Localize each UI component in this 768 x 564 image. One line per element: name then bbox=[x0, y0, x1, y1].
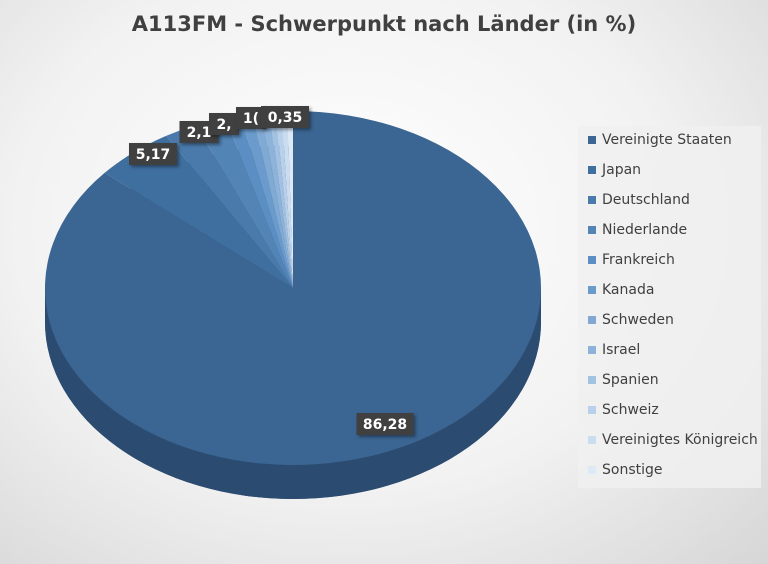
data-label-text: 2, bbox=[216, 117, 231, 133]
data-label-11: 0,35 bbox=[261, 106, 309, 128]
legend-swatch bbox=[588, 376, 596, 384]
chart-title: A113FM - Schwerpunkt nach Länder (in %) bbox=[131, 12, 637, 36]
legend-label: Schweiz bbox=[602, 402, 659, 418]
pie-slice-3 bbox=[195, 117, 293, 288]
data-label-text: 2,1 bbox=[187, 125, 212, 141]
data-label-text: 5,17 bbox=[136, 147, 171, 163]
legend-label: Schweden bbox=[602, 312, 674, 328]
legend-swatch bbox=[588, 406, 596, 414]
data-label-1: 5,17 bbox=[129, 143, 177, 165]
data-label-text: 1( bbox=[243, 111, 259, 127]
data-label-text: 86,28 bbox=[363, 417, 407, 433]
legend-item: Schweden bbox=[588, 312, 674, 328]
legend-swatch bbox=[588, 436, 596, 444]
legend-item: Kanada bbox=[588, 282, 654, 298]
legend-item: Vereinigtes Königreich bbox=[588, 432, 758, 448]
legend-item: Schweiz bbox=[588, 402, 659, 418]
legend-item: Vereinigte Staaten bbox=[588, 132, 732, 148]
pie-slice-6 bbox=[252, 112, 293, 288]
legend-item: Israel bbox=[588, 342, 640, 358]
pie-slice-8 bbox=[269, 111, 293, 288]
data-label-2: 2,1 bbox=[179, 121, 219, 143]
legend-label: Japan bbox=[602, 162, 642, 178]
legend-swatch bbox=[588, 196, 596, 204]
pie-slice-0 bbox=[44, 111, 541, 465]
legend-swatch bbox=[588, 346, 596, 354]
legend-label: Vereinigte Staaten bbox=[602, 132, 732, 148]
legend-item: Niederlande bbox=[588, 222, 687, 238]
legend-item: Deutschland bbox=[588, 192, 690, 208]
pie-slice-5 bbox=[240, 113, 293, 288]
pie-slice-2 bbox=[166, 125, 293, 288]
pie-slice-7 bbox=[261, 111, 293, 288]
legend-swatch bbox=[588, 316, 596, 324]
pie-slice-10 bbox=[281, 111, 293, 288]
legend-swatch bbox=[588, 466, 596, 474]
legend-label: Spanien bbox=[602, 372, 659, 388]
pie-slice-4 bbox=[225, 115, 293, 289]
legend-swatch bbox=[588, 226, 596, 234]
legend-label: Niederlande bbox=[602, 222, 688, 238]
legend-label: Sonstige bbox=[602, 462, 663, 478]
legend-swatch bbox=[588, 166, 596, 174]
legend-item: Japan bbox=[588, 162, 641, 178]
data-label-text: 0,35 bbox=[268, 110, 303, 126]
legend-swatch bbox=[588, 286, 596, 294]
legend-swatch bbox=[588, 256, 596, 264]
data-label-3: 2, bbox=[209, 113, 239, 135]
legend-label: Frankreich bbox=[602, 252, 675, 268]
legend-label: Vereinigtes Königreich bbox=[602, 432, 758, 448]
data-label-4: 1( bbox=[236, 107, 266, 129]
data-label-0: 86,28 bbox=[356, 413, 414, 435]
legend-item: Spanien bbox=[588, 372, 659, 388]
pie-slice-1 bbox=[104, 135, 293, 288]
legend-item: Sonstige bbox=[588, 462, 663, 478]
legend-label: Israel bbox=[602, 342, 641, 358]
legend-swatch bbox=[588, 136, 596, 144]
legend-label: Deutschland bbox=[602, 192, 690, 208]
legend: Vereinigte Staaten Japan Deutschland Nieder… bbox=[578, 126, 761, 488]
pie-slice-9 bbox=[275, 111, 293, 288]
legend-item: Frankreich bbox=[588, 252, 675, 268]
legend-label: Kanada bbox=[602, 282, 655, 298]
pie-slice-11 bbox=[287, 111, 293, 288]
